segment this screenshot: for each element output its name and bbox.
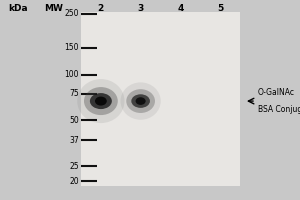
Ellipse shape [90,93,112,109]
Ellipse shape [126,89,155,113]
Text: 50: 50 [69,116,79,125]
Text: 150: 150 [64,43,79,52]
Text: 3: 3 [137,4,144,13]
Text: 20: 20 [69,177,79,186]
Ellipse shape [77,79,124,123]
Ellipse shape [136,97,146,105]
Bar [81,12,240,186]
Ellipse shape [84,87,118,115]
Ellipse shape [131,94,150,108]
Ellipse shape [121,82,161,120]
Text: 75: 75 [69,89,79,98]
Text: 4: 4 [177,4,184,13]
Text: 2: 2 [98,4,104,13]
Text: 25: 25 [69,162,79,171]
Text: 37: 37 [69,136,79,145]
Text: kDa: kDa [8,4,28,13]
Text: 100: 100 [64,70,79,79]
Text: BSA Conjugate: BSA Conjugate [258,105,300,114]
Text: MW: MW [45,4,63,13]
Text: 250: 250 [64,9,79,18]
Text: 5: 5 [217,4,223,13]
Ellipse shape [95,97,107,106]
Text: O-GalNAc: O-GalNAc [258,88,295,97]
